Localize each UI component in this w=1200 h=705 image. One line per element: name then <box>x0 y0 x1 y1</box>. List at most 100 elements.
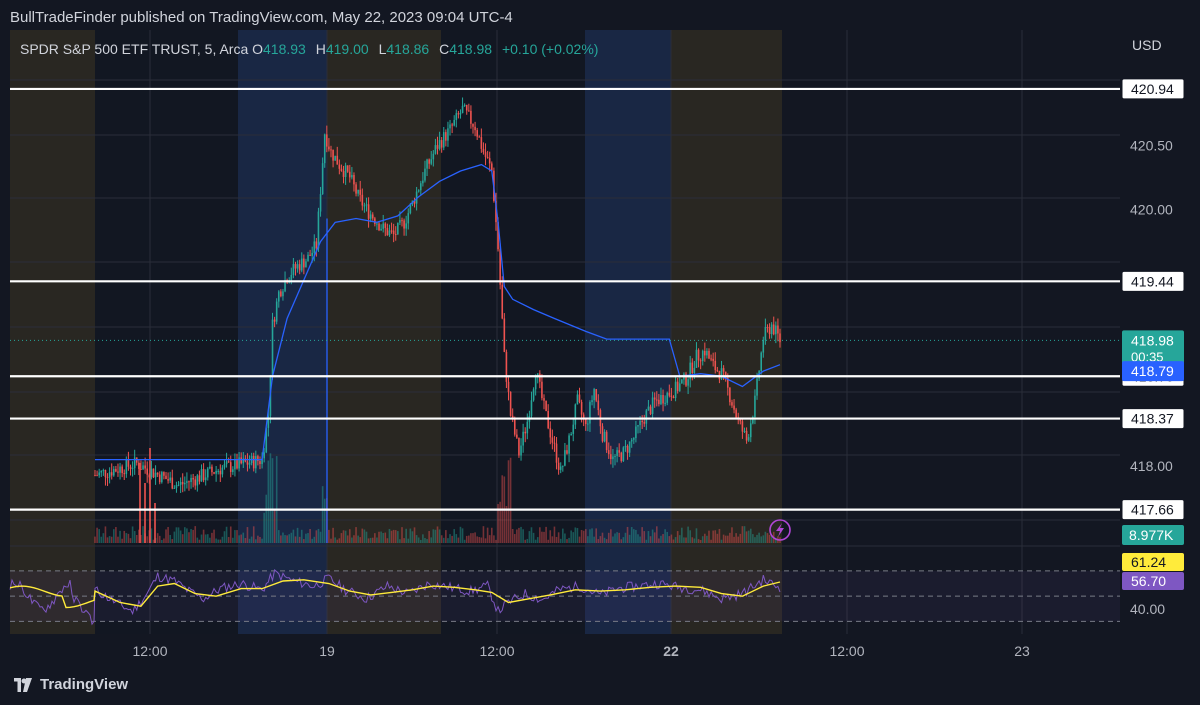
horizontal-levels[interactable] <box>10 87 1120 511</box>
volume-bar <box>704 533 706 543</box>
low-label: L <box>378 41 387 57</box>
candle-body <box>127 459 130 467</box>
lightning-icon[interactable] <box>769 519 791 541</box>
volume-bar <box>96 527 98 543</box>
candle-body <box>639 420 641 426</box>
currency-label[interactable]: USD <box>1132 37 1162 53</box>
change-value: +0.10 (+0.02%) <box>501 41 599 57</box>
volume-bar <box>401 527 403 543</box>
candle-body <box>756 378 758 396</box>
candle-body <box>321 163 324 195</box>
candle-body <box>530 400 533 416</box>
volume-bar <box>284 535 286 543</box>
symbol-legend[interactable]: SPDR S&P 500 ETF TRUST, 5, Arca O418.93 … <box>20 41 598 57</box>
volume-bar <box>493 535 495 543</box>
volume-bar <box>633 529 635 543</box>
volume-bar <box>674 537 677 543</box>
volume-bar <box>269 453 272 543</box>
candle-body <box>497 222 499 250</box>
candle-body <box>706 350 708 356</box>
candle-body <box>653 397 656 400</box>
level-badge: 418.37 <box>1131 411 1174 427</box>
candle-body <box>369 214 372 219</box>
volume-bar <box>470 533 472 543</box>
candle-body <box>348 171 351 178</box>
volume-bar <box>457 537 460 543</box>
candle-body <box>689 362 691 380</box>
volume-bar <box>568 537 570 543</box>
volume-bar <box>645 539 648 543</box>
candle-body <box>357 189 359 194</box>
candle-body <box>649 406 652 414</box>
volume-bar <box>411 531 414 543</box>
volume-bar <box>584 529 587 543</box>
candle-body <box>315 241 318 249</box>
volume-bar <box>94 536 96 543</box>
volume-bar <box>403 538 405 543</box>
volume-bar <box>384 532 387 543</box>
high-value: 419.00 <box>325 41 369 57</box>
volume-bar <box>186 528 188 543</box>
volume-bar <box>359 537 362 543</box>
volume-bar <box>658 538 660 543</box>
volume-bar <box>507 460 510 543</box>
volume-bar <box>117 536 119 543</box>
volume-bar <box>386 538 389 543</box>
candle-body <box>229 462 232 472</box>
candle-body <box>641 420 643 423</box>
candle-body <box>699 360 702 362</box>
volume-bar <box>622 537 625 543</box>
time-tick-label: 19 <box>319 643 335 659</box>
candle-body <box>651 397 654 414</box>
candle-body <box>660 395 662 405</box>
candle-body <box>365 204 368 206</box>
candle-body <box>121 466 123 474</box>
volume-bar <box>348 529 351 543</box>
candle-body <box>562 465 564 467</box>
candle-body <box>378 223 380 231</box>
volume-bar <box>413 527 416 543</box>
volume-bar <box>442 537 445 543</box>
candle-body <box>305 261 307 268</box>
volume-bar <box>770 536 773 543</box>
time-axis[interactable]: 12:00 19 12:00 22 12:00 23 <box>132 643 1030 659</box>
volume-bar <box>125 533 128 543</box>
candle-body <box>236 458 238 469</box>
volume-bar <box>181 534 184 543</box>
volume-bar <box>292 529 295 543</box>
candle-body <box>655 399 658 401</box>
candle-body <box>112 469 115 476</box>
candle-body <box>701 350 704 362</box>
volume-bar <box>177 527 180 543</box>
candle-body <box>704 350 706 356</box>
candle-body <box>428 159 430 164</box>
volume-bar <box>196 537 199 543</box>
volume-bar <box>497 504 499 543</box>
candle-body <box>762 340 765 353</box>
candle-body <box>311 252 313 256</box>
candle-body <box>303 258 305 268</box>
volume-bar <box>612 536 614 543</box>
volume-bar <box>232 537 234 543</box>
tradingview-footer[interactable]: TradingView <box>12 676 128 693</box>
volume-bar <box>580 530 583 543</box>
candle-body <box>578 394 581 403</box>
candle-body <box>574 404 577 425</box>
candle-body <box>211 466 213 473</box>
candle-body <box>695 349 698 368</box>
vwap-series <box>95 163 781 461</box>
rsi-badge-bg <box>1122 572 1184 590</box>
candle-body <box>697 349 700 361</box>
candle-body <box>242 458 245 464</box>
candle-body <box>714 360 717 371</box>
volume-bar <box>449 534 451 543</box>
volume-bar <box>106 537 109 543</box>
volume-bar <box>294 536 297 543</box>
volume-bar <box>342 530 345 543</box>
candle-body <box>371 214 374 219</box>
candle-body <box>142 465 144 470</box>
candle-body <box>96 475 98 477</box>
candle-body <box>647 406 650 411</box>
volume-bar <box>655 526 658 543</box>
